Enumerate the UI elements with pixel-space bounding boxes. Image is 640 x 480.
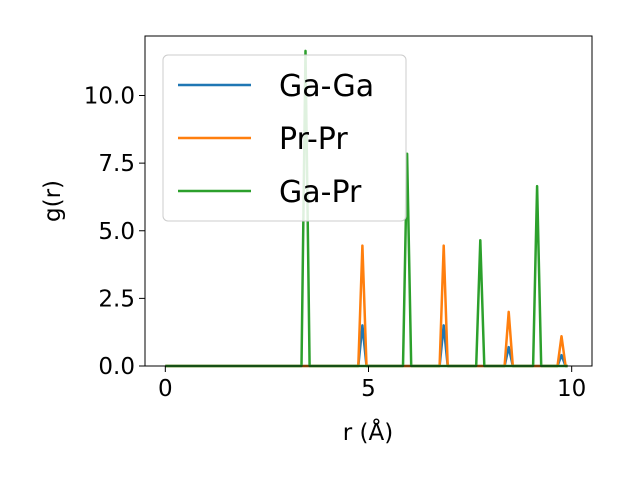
- legend-label: Ga-Pr: [279, 175, 362, 210]
- x-tick-label: 10: [557, 376, 586, 402]
- x-tick-label: 0: [158, 376, 173, 402]
- x-tick-label: 5: [361, 376, 376, 402]
- y-tick-label: 5.0: [98, 219, 135, 245]
- y-tick-label: 10.0: [84, 84, 135, 110]
- y-tick-label: 2.5: [98, 286, 135, 312]
- legend-label: Ga-Ga: [279, 69, 374, 104]
- legend-box: [162, 54, 407, 222]
- x-axis-label: r (Å): [343, 418, 393, 446]
- y-axis-label: g(r): [40, 180, 66, 222]
- legend: Ga-Ga Pr-Pr Ga-Pr: [162, 54, 407, 222]
- ticks-layer: 0 5 10 0.0 2.5 5.0 7.5 10.0: [84, 84, 587, 402]
- y-tick-label: 0.0: [98, 354, 135, 380]
- y-tick-label: 7.5: [98, 151, 135, 177]
- legend-label: Pr-Pr: [279, 122, 348, 157]
